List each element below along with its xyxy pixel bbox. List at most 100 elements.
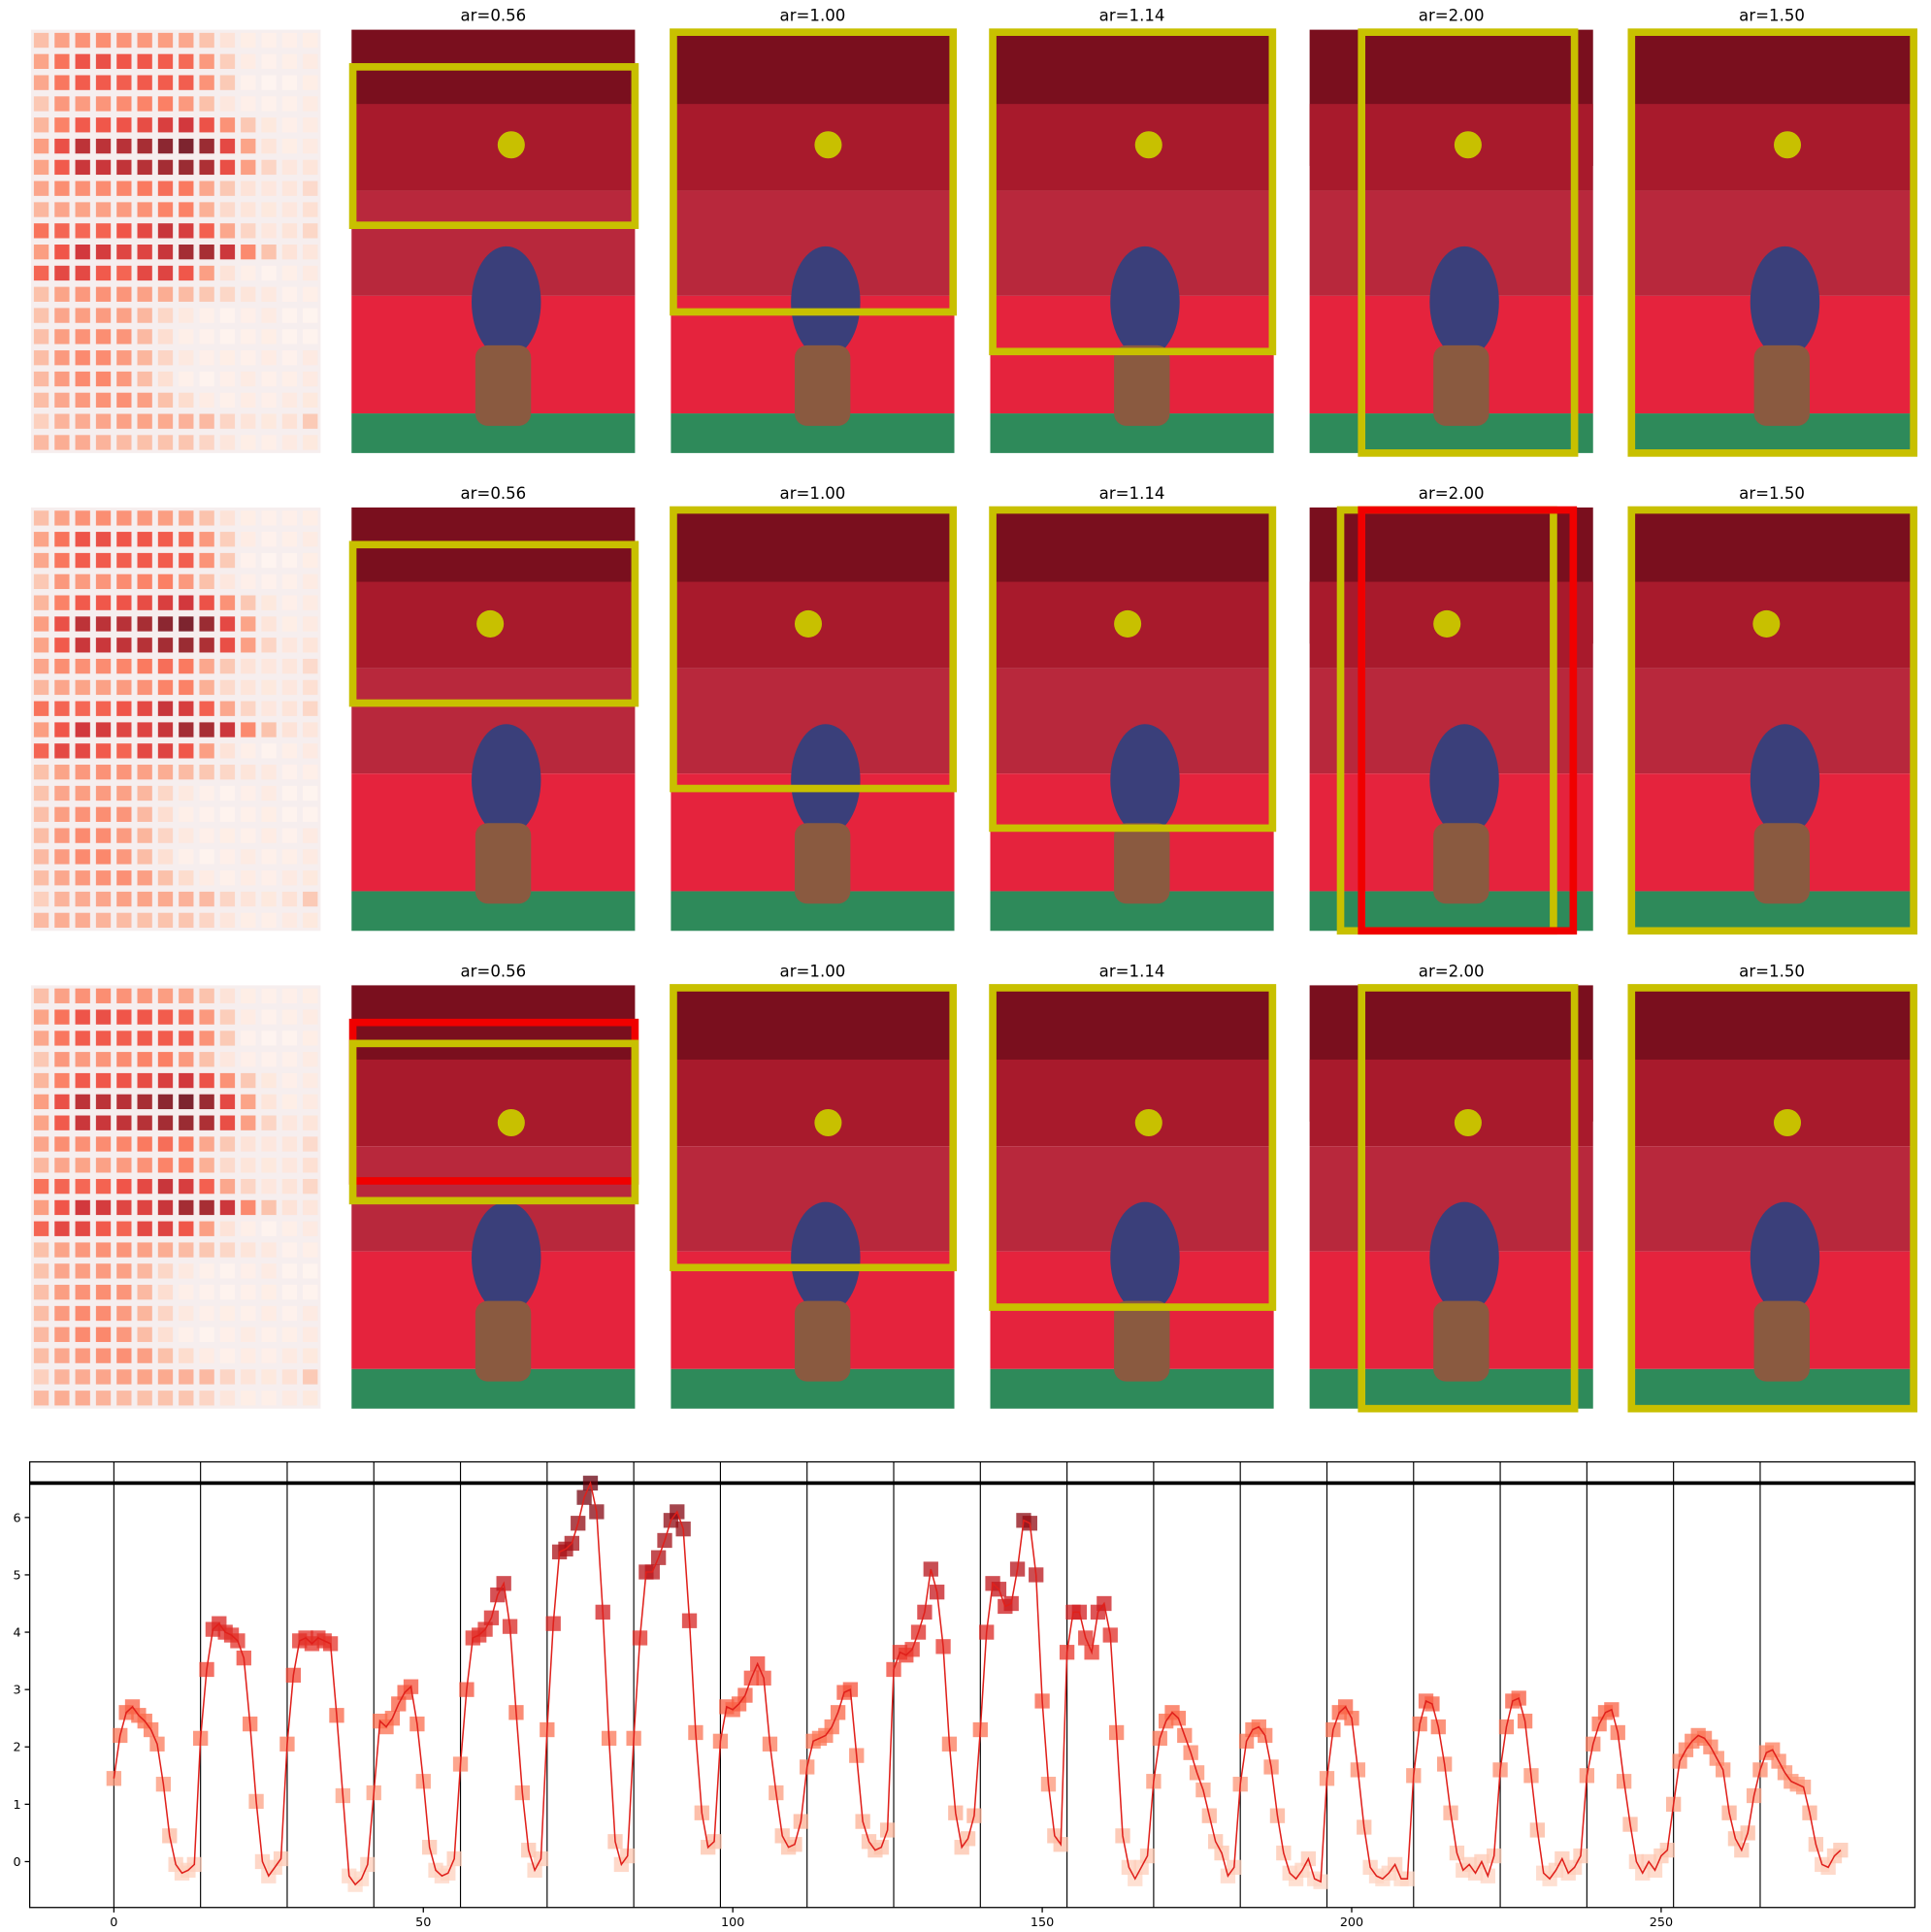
- heatmap-cell: [179, 1094, 194, 1110]
- heatmap-cell: [261, 75, 277, 90]
- heatmap-cell: [157, 329, 174, 344]
- heatmap-cell: [281, 573, 298, 590]
- heatmap-cell: [179, 573, 194, 590]
- heatmap-cell: [95, 722, 112, 737]
- heatmap-cell: [199, 392, 214, 409]
- heatmap-cell: [95, 1348, 112, 1363]
- target-dot: [1773, 131, 1802, 159]
- heatmap-cell: [157, 510, 174, 526]
- target-dot: [1433, 609, 1461, 638]
- heatmap-cell: [199, 371, 214, 387]
- anchor-box: [670, 984, 958, 1272]
- heatmap-cell: [54, 96, 70, 112]
- panel-title: ar=1.00: [780, 962, 846, 980]
- x-tick-label: 50: [415, 1916, 431, 1930]
- heatmap-cell: [241, 1285, 256, 1300]
- heatmap-cell: [199, 1305, 214, 1322]
- heatmap-cell: [241, 138, 256, 154]
- heatmap-cell: [137, 180, 152, 196]
- heatmap-cell: [33, 722, 49, 737]
- marker: [106, 1771, 122, 1786]
- heatmap-cell: [95, 159, 112, 176]
- heatmap-cell: [179, 849, 194, 865]
- photo-banner: [671, 1059, 955, 1147]
- heatmap-cell: [54, 1158, 70, 1173]
- heatmap-cell: [281, 1031, 298, 1046]
- heatmap-cell: [75, 849, 90, 865]
- heatmap-cell: [219, 1221, 236, 1236]
- heatmap-cell: [219, 75, 236, 90]
- heatmap-cell: [75, 117, 90, 133]
- player-legs: [1433, 1300, 1489, 1382]
- heatmap-cell: [137, 510, 152, 526]
- photo-panel: [989, 28, 1277, 453]
- heatmap-cell: [95, 308, 112, 323]
- heatmap-cell: [33, 1178, 49, 1195]
- heatmap-cell: [303, 765, 318, 780]
- heatmap-cell: [303, 75, 318, 90]
- heatmap-cell: [75, 988, 90, 1003]
- heatmap-cell: [303, 891, 318, 907]
- heatmap-cell: [303, 828, 318, 843]
- heatmap-cell: [303, 371, 318, 387]
- heatmap-cell: [219, 828, 236, 843]
- heatmap-cell: [95, 1369, 112, 1385]
- heatmap-cell: [137, 679, 152, 696]
- heatmap-cell: [157, 371, 174, 387]
- heatmap-cell: [116, 1391, 132, 1406]
- heatmap-cell: [179, 988, 194, 1003]
- heatmap-cell: [219, 138, 236, 154]
- heatmap-cell: [157, 53, 174, 69]
- heatmap-cell: [241, 616, 256, 632]
- heatmap-cell: [54, 870, 70, 886]
- player: [1750, 246, 1820, 358]
- heatmap-cell: [281, 308, 298, 323]
- heatmap-cell: [241, 1136, 256, 1152]
- heatmap-cell: [261, 828, 277, 843]
- heatmap-cell: [281, 679, 298, 696]
- heatmap-cell: [219, 532, 236, 547]
- photo-panel: [989, 506, 1277, 932]
- photo-panel: [1627, 28, 1917, 457]
- anchor-box: [1627, 984, 1917, 1413]
- heatmap-cell: [261, 870, 277, 886]
- heatmap-cell: [116, 1136, 132, 1152]
- heatmap-cell: [33, 96, 49, 112]
- target-dot: [497, 131, 525, 159]
- heatmap-cell: [199, 435, 214, 450]
- heatmap-cell: [137, 286, 152, 302]
- heatmap-cell: [179, 1052, 194, 1067]
- heatmap-cell: [116, 849, 132, 865]
- heatmap-cell: [33, 329, 49, 344]
- heatmap-cell: [261, 849, 277, 865]
- heatmap-cell: [137, 1326, 152, 1342]
- heatmap-cell: [199, 870, 214, 886]
- heatmap-cell: [116, 1305, 132, 1322]
- heatmap-cell: [54, 1221, 70, 1236]
- heatmap-cell: [157, 286, 174, 302]
- heatmap-cell: [199, 245, 214, 260]
- heatmap-cell: [33, 573, 49, 590]
- heatmap-cell: [179, 616, 194, 632]
- heatmap-cell: [179, 1199, 194, 1216]
- heatmap-cell: [261, 1031, 277, 1046]
- heatmap-cell: [157, 265, 174, 281]
- heatmap-cell: [241, 1369, 256, 1385]
- heatmap-cell: [137, 870, 152, 886]
- heatmap-cell: [199, 765, 214, 780]
- heatmap-cell: [241, 1072, 256, 1089]
- heatmap-cell: [241, 392, 256, 409]
- heatmap-cell: [137, 138, 152, 154]
- heatmap-cell: [303, 350, 318, 366]
- heatmap-cell: [54, 1178, 70, 1195]
- heatmap-cell: [75, 1369, 90, 1385]
- heatmap-cell: [179, 870, 194, 886]
- heatmap-cell: [179, 371, 194, 387]
- heatmap-cell: [303, 510, 318, 526]
- player: [1110, 724, 1180, 836]
- heatmap-cell: [199, 117, 214, 133]
- heatmap-cell: [33, 1199, 49, 1216]
- heatmap-background: [30, 29, 321, 453]
- heatmap-cell: [157, 159, 174, 176]
- heatmap-cell: [261, 53, 277, 69]
